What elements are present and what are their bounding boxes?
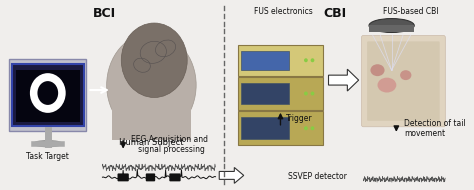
Ellipse shape [304, 126, 308, 130]
FancyBboxPatch shape [118, 173, 129, 181]
Text: EEG Acquisition and
   signal processing: EEG Acquisition and signal processing [131, 135, 208, 154]
Text: BCI: BCI [93, 7, 116, 20]
FancyBboxPatch shape [241, 117, 289, 139]
FancyBboxPatch shape [146, 173, 155, 181]
Ellipse shape [377, 78, 396, 93]
Polygon shape [219, 167, 244, 183]
FancyBboxPatch shape [237, 111, 323, 145]
Ellipse shape [310, 58, 314, 62]
FancyBboxPatch shape [12, 64, 83, 126]
Polygon shape [328, 69, 359, 91]
Ellipse shape [34, 141, 62, 147]
Text: CBI: CBI [324, 7, 346, 20]
FancyBboxPatch shape [369, 25, 414, 32]
Text: SSVEP detector: SSVEP detector [288, 172, 347, 181]
FancyBboxPatch shape [241, 51, 289, 70]
Ellipse shape [310, 92, 314, 96]
Ellipse shape [400, 70, 411, 80]
FancyBboxPatch shape [169, 173, 181, 181]
Text: FUS electronics: FUS electronics [254, 7, 313, 16]
Ellipse shape [37, 81, 58, 105]
FancyBboxPatch shape [237, 77, 323, 110]
Text: FUS-based CBI: FUS-based CBI [383, 7, 438, 16]
FancyBboxPatch shape [16, 70, 80, 122]
Ellipse shape [369, 19, 414, 32]
Ellipse shape [304, 58, 308, 62]
FancyBboxPatch shape [237, 45, 323, 76]
Ellipse shape [30, 73, 66, 113]
Ellipse shape [371, 64, 384, 76]
Text: Detection of tail
movement: Detection of tail movement [404, 119, 465, 139]
FancyBboxPatch shape [9, 59, 86, 131]
Ellipse shape [310, 126, 314, 130]
FancyBboxPatch shape [362, 36, 445, 127]
Text: Trigger: Trigger [286, 114, 313, 123]
Ellipse shape [107, 33, 196, 137]
Ellipse shape [304, 92, 308, 96]
Text: Human Subject: Human Subject [119, 138, 183, 147]
FancyBboxPatch shape [367, 41, 440, 121]
FancyBboxPatch shape [241, 83, 289, 105]
Ellipse shape [121, 23, 187, 97]
Text: Task Target: Task Target [27, 152, 69, 161]
FancyBboxPatch shape [112, 85, 191, 140]
